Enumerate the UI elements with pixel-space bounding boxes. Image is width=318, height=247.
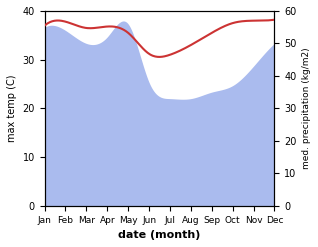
X-axis label: date (month): date (month) <box>118 230 201 240</box>
Y-axis label: med. precipitation (kg/m2): med. precipitation (kg/m2) <box>302 48 311 169</box>
Y-axis label: max temp (C): max temp (C) <box>7 75 17 142</box>
